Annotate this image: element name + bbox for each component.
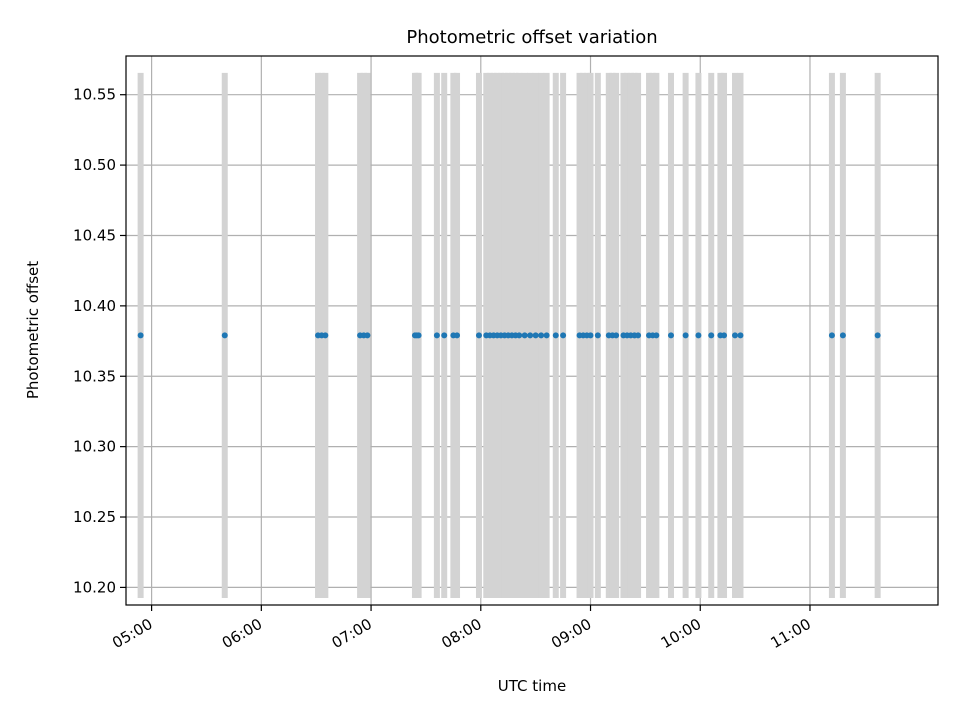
data-point bbox=[667, 332, 674, 339]
y-tick-label: 10.35 bbox=[73, 367, 116, 385]
y-tick-label: 10.50 bbox=[73, 156, 116, 174]
data-points bbox=[137, 332, 881, 339]
data-point bbox=[708, 332, 715, 339]
y-tick-label: 10.45 bbox=[73, 226, 116, 244]
data-point bbox=[839, 332, 846, 339]
data-point bbox=[454, 332, 461, 339]
data-point bbox=[560, 332, 567, 339]
data-point bbox=[415, 332, 422, 339]
data-point bbox=[737, 332, 744, 339]
chart-title: Photometric offset variation bbox=[406, 27, 657, 48]
data-point bbox=[532, 332, 539, 339]
data-point bbox=[527, 332, 534, 339]
y-axis-label: Photometric offset bbox=[24, 261, 42, 399]
data-point bbox=[364, 332, 371, 339]
data-point bbox=[695, 332, 702, 339]
y-tick-label: 10.20 bbox=[73, 578, 116, 596]
y-tick-label: 10.25 bbox=[73, 508, 116, 526]
x-axis-label: UTC time bbox=[498, 677, 566, 695]
data-point bbox=[594, 332, 601, 339]
data-point bbox=[221, 332, 228, 339]
y-axis-ticks: 10.20 10.25 10.30 10.35 10.40 10.45 10.50 10.55 bbox=[73, 86, 126, 596]
data-point bbox=[613, 332, 620, 339]
data-point bbox=[635, 332, 642, 339]
plot-frame bbox=[125, 55, 939, 606]
data-point bbox=[543, 332, 550, 339]
data-point bbox=[433, 332, 440, 339]
y-tick-label: 10.30 bbox=[73, 438, 116, 456]
data-point bbox=[441, 332, 448, 339]
y-tick-label: 10.40 bbox=[73, 297, 116, 315]
data-point bbox=[721, 332, 728, 339]
data-point bbox=[653, 332, 660, 339]
data-point bbox=[322, 332, 329, 339]
data-point bbox=[516, 332, 523, 339]
data-point bbox=[521, 332, 528, 339]
data-point bbox=[538, 332, 545, 339]
data-point bbox=[682, 332, 689, 339]
data-point bbox=[828, 332, 835, 339]
data-point bbox=[475, 332, 482, 339]
data-point bbox=[137, 332, 144, 339]
data-point bbox=[874, 332, 881, 339]
data-point bbox=[552, 332, 559, 339]
data-point bbox=[587, 332, 594, 339]
y-tick-label: 10.55 bbox=[73, 86, 116, 104]
data-point bbox=[732, 332, 738, 339]
